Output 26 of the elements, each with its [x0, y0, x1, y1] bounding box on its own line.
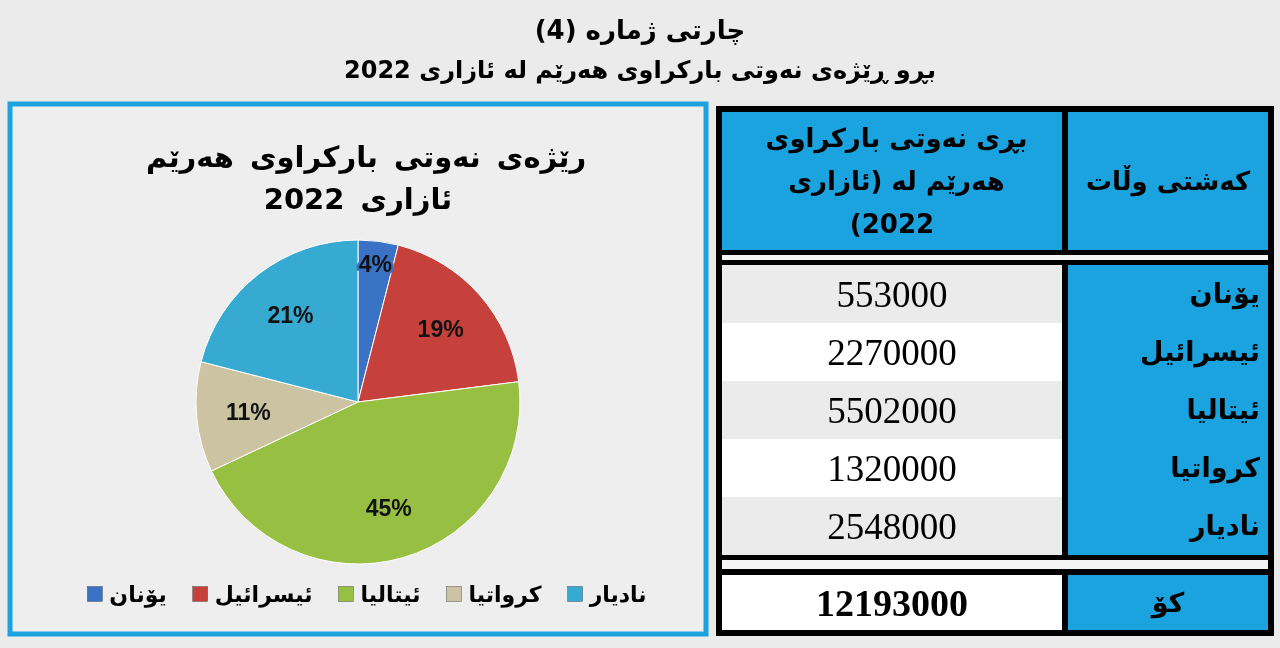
data-label: 5502000: [827, 389, 957, 431]
legend-label: یۆنان: [109, 581, 167, 608]
chart-subtitle: بڕو ڕێژەی نەوتی بارکراوی هەرێم لە ئازاری 2022: [344, 56, 936, 85]
data-label: 19%: [417, 316, 464, 343]
text: رێژەی نەوتی بارکراوی هەرێم ئازاری 2022: [129, 140, 587, 217]
legend-label: کرواتیا: [468, 581, 542, 608]
category-label: ئیسرائیل: [1140, 336, 1260, 369]
text: 12193000: [816, 581, 968, 624]
legend-label: ئیسرائیل: [214, 581, 313, 608]
legend-label: ئیتالیا: [360, 581, 421, 607]
data-label: 11%: [225, 399, 271, 426]
text: کەشتی وڵات: [1085, 165, 1251, 198]
category-label: نادیار: [1188, 510, 1260, 543]
data-label: 45%: [365, 494, 412, 521]
data-label: 2548000: [827, 505, 957, 547]
category-label: یۆنان: [1189, 278, 1260, 311]
legend-label: نادیار: [588, 581, 647, 607]
category-label: کرواتیا: [1170, 452, 1261, 485]
data-label: 21%: [267, 302, 314, 329]
data-label: 553000: [836, 273, 948, 315]
data-label: 1320000: [827, 447, 957, 489]
chart-title: چارتی ژمارە (4): [534, 15, 746, 46]
data-label: 4%: [358, 250, 393, 277]
category-label: ئیتالیا: [1186, 394, 1260, 426]
text: کۆ: [1149, 586, 1185, 619]
data-label: 2270000: [827, 331, 957, 373]
